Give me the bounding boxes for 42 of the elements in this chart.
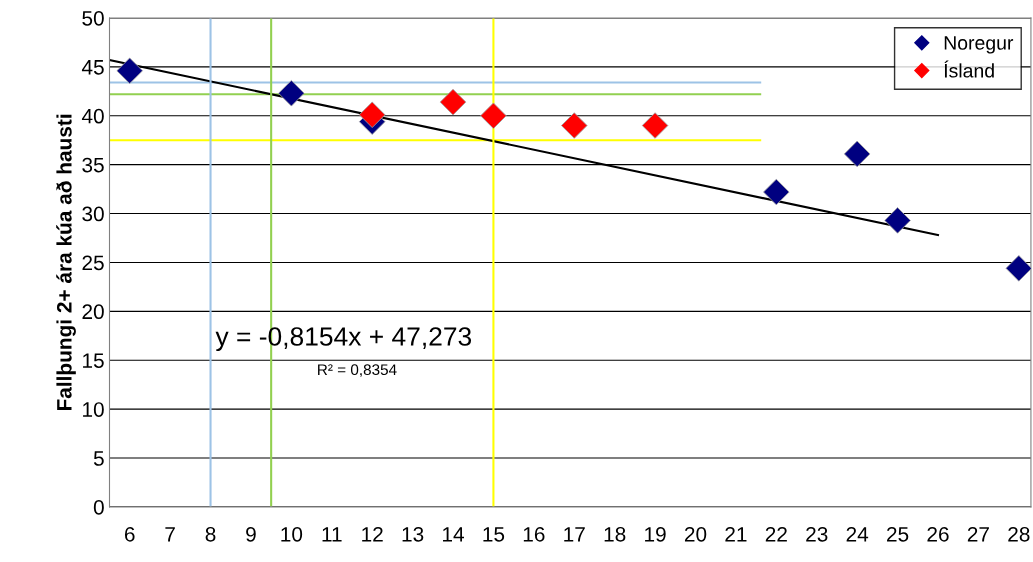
x-tick-label: 21 [725,526,747,542]
x-tick-label: 25 [887,526,909,542]
y-tick-label: 30 [82,206,104,222]
x-tick-label: 14 [443,527,464,542]
x-tick-label: 17 [564,527,585,542]
x-tick-label: 6 [124,526,135,542]
x-tick-label: 18 [604,526,626,542]
x-tick-label: 11 [322,527,342,542]
y-tick-label: 45 [81,60,104,75]
x-tick-label: 27 [967,526,989,542]
x-tick-label: 7 [165,527,175,542]
y-tick-label: 15 [83,353,104,368]
y-axis-title: Fallþungi 2+ ára kúa að hausti [56,114,76,411]
x-tick-label: 15 [483,527,505,542]
x-tick-label: 10 [281,526,303,542]
point [358,101,386,129]
x-tick-label: 13 [402,526,424,542]
y-tick-label: 50 [82,10,104,26]
y-tick-label: 5 [93,451,104,466]
point [843,140,871,168]
x-tick-label: 19 [645,526,666,542]
y-tick-label: 20 [82,304,104,320]
annotation: R² = 0,8354 [318,364,397,377]
legend-label: Ísland [944,60,994,78]
x-tick-label: 20 [684,526,707,542]
x-tick-label: 16 [523,526,545,542]
point [116,57,143,85]
y-tick-label: 0 [93,499,104,515]
x-tick-label: 26 [927,526,949,542]
y-tick-label: 10 [83,402,104,417]
x-tick-label: 28 [1008,526,1030,542]
x-tick-label: 23 [806,526,828,542]
legend-label: Noregur [944,36,1014,54]
x-tick-label: 22 [765,526,787,542]
point [561,112,588,139]
x-tick-label: 12 [362,526,383,542]
x-tick-label: 8 [205,526,216,542]
y-tick-label: 25 [82,255,104,271]
y-tick-label: 35 [82,157,104,173]
x-tick-label: 9 [246,526,256,542]
x-tick-label: 24 [846,526,869,542]
y-tick-label: 40 [81,108,104,124]
